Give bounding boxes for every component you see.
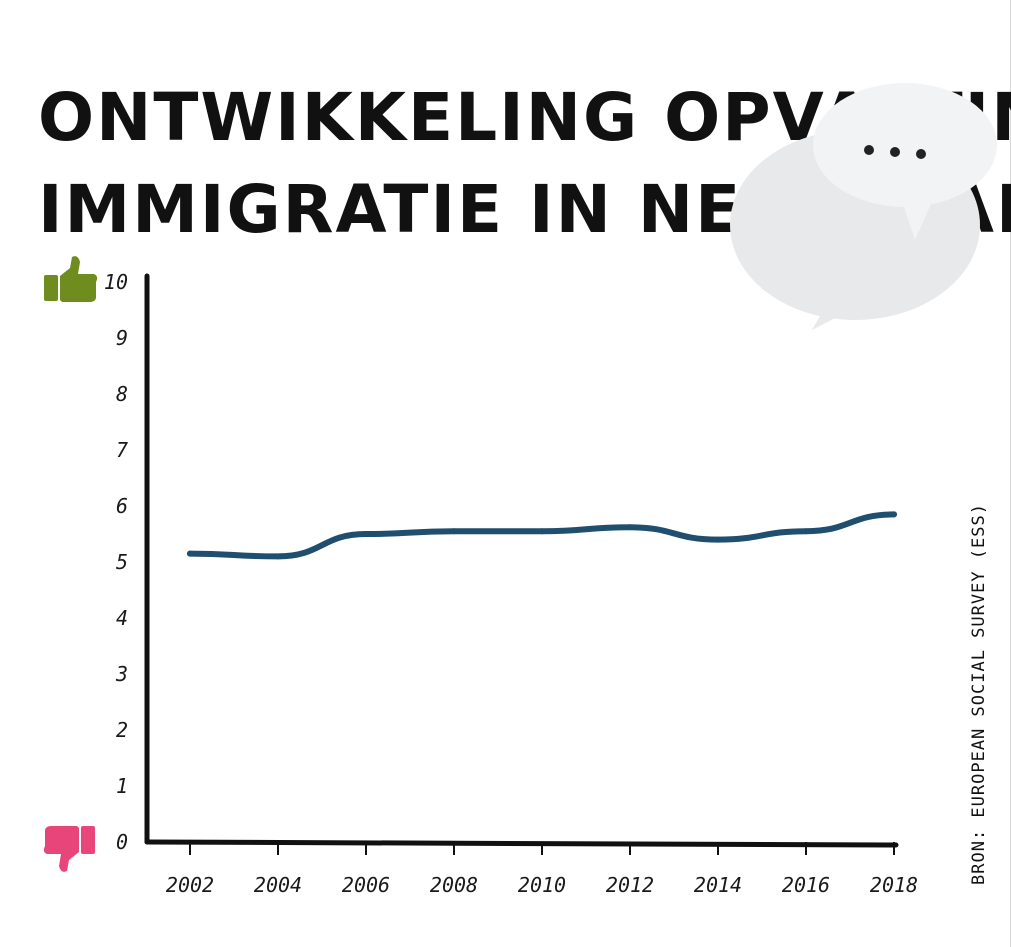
- y-tick-label: 2: [116, 718, 128, 742]
- y-tick-label: 7: [116, 438, 128, 462]
- series-point: [539, 528, 545, 535]
- x-tick-label: 2014: [694, 873, 742, 897]
- thumbs-up-icon: [44, 256, 98, 302]
- y-tick-label: 1: [116, 774, 128, 798]
- y-tick-label: 9: [116, 326, 128, 350]
- series-point: [187, 550, 193, 557]
- source-note: BRON: EUROPEAN SOCIAL SURVEY (ESS): [969, 503, 989, 885]
- y-tick-label: 10: [104, 270, 128, 294]
- y-tick-label: 3: [115, 662, 128, 686]
- x-tick-marks: [189, 842, 895, 855]
- x-tick-labels: 2002 2004 2006 2008 2010 2012 2014 2016 2018: [166, 873, 918, 897]
- series-point: [363, 531, 369, 537]
- y-tick-label: 0: [116, 830, 128, 854]
- x-tick-label: 2012: [606, 873, 654, 897]
- thumbs-down-icon: [43, 826, 95, 872]
- y-tick-label: 4: [116, 606, 128, 630]
- x-tick-label: 2016: [782, 873, 830, 897]
- x-axis: [144, 839, 899, 848]
- x-tick-label: 2006: [342, 873, 390, 897]
- series-point: [803, 528, 809, 535]
- y-tick-label: 8: [116, 382, 128, 406]
- x-tick-label: 2004: [254, 873, 302, 897]
- y-tick-label: 5: [116, 550, 128, 574]
- series-point: [891, 511, 897, 518]
- x-tick-label: 2010: [518, 873, 566, 897]
- series-layer: [187, 511, 897, 560]
- speech-bubbles-icon: [730, 83, 997, 330]
- series-point: [715, 536, 721, 543]
- series-point: [275, 553, 281, 560]
- y-tick-label: 6: [116, 494, 128, 518]
- x-tick-label: 2002: [166, 873, 214, 897]
- x-tick-label: 2018: [870, 873, 918, 897]
- x-tick-label: 2008: [430, 873, 478, 897]
- y-tick-labels: 0 1 2 3 4 5 6 7 8 9 10: [104, 270, 128, 854]
- series-line: [187, 511, 897, 560]
- series-point: [627, 524, 633, 531]
- series-point: [451, 528, 457, 535]
